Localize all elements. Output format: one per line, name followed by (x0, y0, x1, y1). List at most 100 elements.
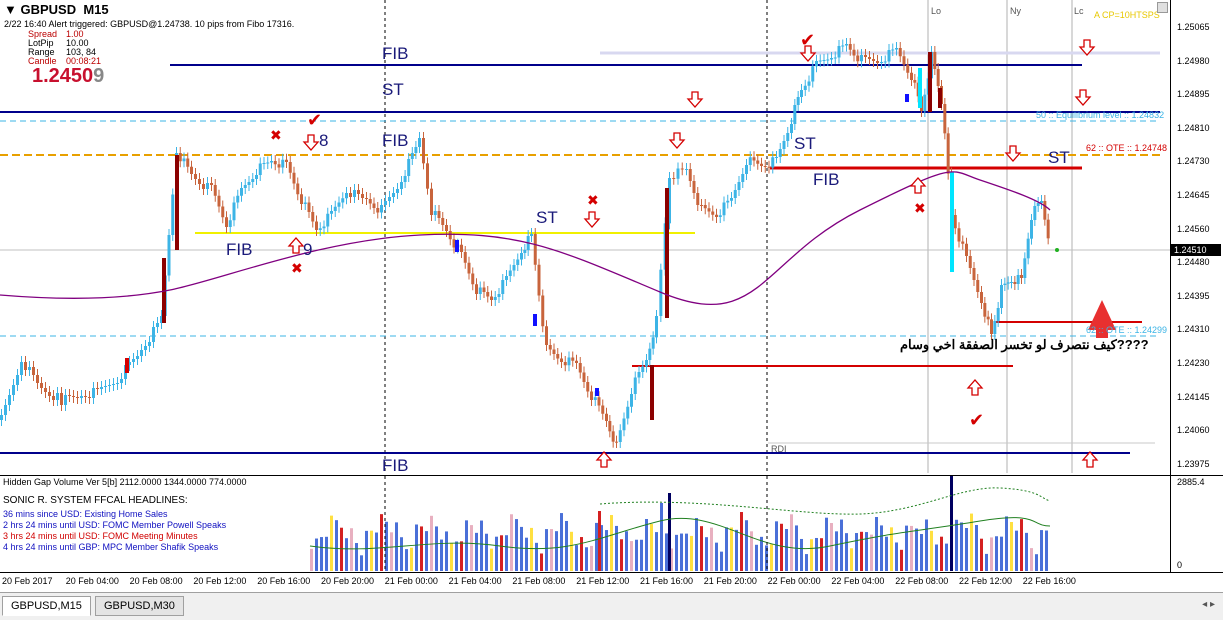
candle-body (24, 362, 27, 370)
candle-body (615, 441, 618, 443)
candle-body (232, 202, 236, 221)
lotpip-value: 10.00 (66, 38, 89, 48)
candle-body (240, 188, 243, 196)
tab-scroll-arrows[interactable]: ◂ ▸ (1202, 599, 1215, 610)
highlight-candle (928, 52, 932, 112)
check-icon: ✔ (307, 110, 322, 131)
tab-gbpusd-m15[interactable]: GBPUSD,M15 (2, 596, 91, 616)
candle-body (822, 60, 826, 61)
candle-body (756, 160, 760, 164)
candle-body (96, 388, 99, 389)
volume-indicator-title: Hidden Gap Volume Ver 5[b] 2112.0000 134… (3, 477, 247, 487)
volume-bar (345, 538, 348, 571)
time-axis[interactable]: 20 Feb 2017 20 Feb 04:00 20 Feb 08:00 20 Fe… (0, 572, 1223, 593)
volume-bar (505, 535, 508, 571)
volume-bar (875, 517, 878, 571)
price-scale-label: 1.24645 (1177, 190, 1210, 200)
sell-arrow-icon (686, 91, 704, 108)
volume-bar (490, 548, 493, 571)
volume-bar (900, 549, 903, 571)
volume-bar (360, 555, 363, 571)
candle-body (906, 64, 910, 73)
candle-body (633, 377, 637, 394)
volume-bar (375, 532, 378, 571)
candle-body (737, 182, 741, 190)
candle-body (333, 206, 337, 211)
time-axis-label: 21 Feb 20:00 (703, 576, 757, 586)
volume-bar (695, 518, 698, 571)
candle-body (1040, 201, 1043, 203)
volume-bar (790, 514, 793, 571)
volume-bar (895, 542, 898, 571)
highlight-candle (455, 240, 459, 252)
candle-body (902, 56, 906, 65)
candle-body (368, 199, 372, 204)
candle-body (807, 81, 811, 86)
candle-body (307, 202, 311, 212)
highlight-candle (665, 188, 669, 318)
candle-body (530, 234, 533, 236)
candle-body (718, 215, 722, 217)
highlight-candle (918, 68, 922, 108)
candle-body (680, 168, 684, 170)
candle-body (611, 431, 615, 442)
candle-body (482, 287, 486, 292)
candle-body (178, 153, 182, 162)
volume-bar (385, 521, 388, 571)
volume-bar (330, 515, 333, 571)
volume-bar (415, 524, 418, 571)
candle-body (533, 234, 537, 265)
volume-indicator-window[interactable]: Hidden Gap Volume Ver 5[b] 2112.0000 134… (0, 475, 1170, 573)
candle-body (868, 57, 871, 59)
candle-body (986, 316, 990, 320)
volume-bar (315, 538, 318, 571)
candle-body (206, 183, 209, 189)
candle-body (520, 253, 523, 260)
cross-icon: ✖ (270, 128, 282, 144)
candle-body (28, 367, 31, 370)
volume-bar (560, 513, 563, 571)
current-price-tag: 1.24510 (1171, 244, 1221, 256)
candle-body (775, 157, 778, 158)
price-chart[interactable]: ✖ ✖ ✖ ✖ ✔ ✔ ✔ ▼ GBPUSD M15 2/22 16:40 Alert tr… (0, 0, 1170, 473)
volume-bar (1035, 554, 1038, 571)
volume-bar (960, 522, 963, 571)
time-axis-label: 21 Feb 16:00 (640, 576, 694, 586)
volume-bar (940, 536, 943, 571)
volume-bar (510, 514, 513, 571)
highlight-candle (533, 314, 537, 326)
candle-body (648, 348, 652, 360)
candle-body (490, 296, 493, 300)
candle-body (996, 308, 1000, 321)
volume-canvas (309, 476, 1051, 573)
candle-body (463, 252, 467, 263)
tab-gbpusd-m30[interactable]: GBPUSD,M30 (95, 596, 184, 616)
headline-item: 36 mins since USD: Existing Home Sales (3, 509, 168, 519)
volume-bar (845, 533, 848, 571)
time-axis-label: 22 Feb 16:00 (1022, 576, 1076, 586)
spread-value: 1.00 (66, 29, 84, 39)
candle-body (372, 203, 376, 208)
price-scale-label: 1.24060 (1177, 425, 1210, 436)
current-price-dot (1055, 248, 1059, 252)
candle-body (541, 295, 545, 327)
candle-body (508, 270, 512, 276)
candle-body (300, 194, 303, 204)
scroll-corner-icon[interactable] (1157, 2, 1168, 13)
headline-item: 2 hrs 24 mins until USD: FOMC Member Pow… (3, 520, 227, 530)
candle-body (898, 48, 902, 57)
candle-body (330, 211, 333, 214)
price-scale[interactable]: 1.25065 1.24980 1.24895 1.24810 1.24730 1.246… (1170, 0, 1223, 475)
volume-bar (460, 541, 463, 571)
equilibrium-label: 50 :: Equilibrium level :: 1.24832 (1036, 110, 1165, 120)
volume-bar (680, 533, 683, 571)
candle-body (845, 44, 848, 46)
candle-body (380, 205, 383, 213)
candle-body (990, 319, 993, 334)
candle-body (733, 190, 737, 198)
volume-bar (610, 515, 613, 571)
candle-body (357, 190, 360, 194)
candle-body (1030, 220, 1033, 239)
volume-bar (620, 539, 623, 571)
buy-arrow-icon (1081, 451, 1099, 468)
